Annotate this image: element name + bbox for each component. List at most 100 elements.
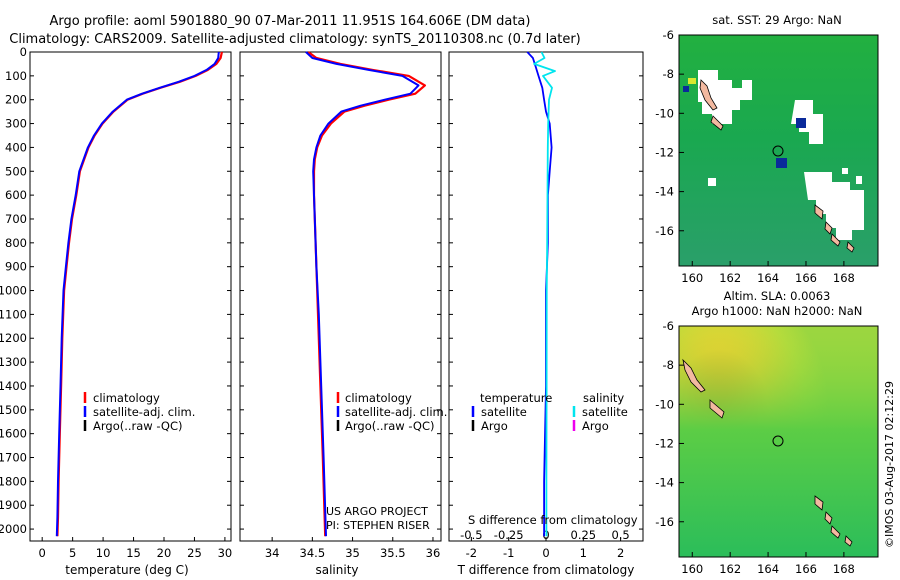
- depth-tick-label: 800: [5, 236, 27, 250]
- depth-tick-label: 1700: [0, 451, 27, 465]
- depth-tick-label: 1200: [0, 331, 27, 345]
- x-tick-label: 34.5: [300, 546, 326, 560]
- x-tick-label: 35.5: [380, 546, 406, 560]
- depth-tick-label: 1600: [0, 427, 27, 441]
- map-lon-label: 160: [681, 271, 703, 285]
- sst-cloud-patch: [791, 100, 823, 144]
- series-line-salinity-satellite: [533, 51, 556, 537]
- x-tick-label: 0: [542, 546, 549, 560]
- x-tick-label: 1: [580, 546, 587, 560]
- imos-timestamp: ©IMOS 03-Aug-2017 02:12:29: [883, 381, 896, 548]
- x-top-tick-label: 0.5: [611, 528, 629, 542]
- depth-tick-label: 2000: [0, 522, 27, 536]
- map-lon-label: 168: [833, 562, 855, 576]
- x-top-tick-label: 0.25: [571, 528, 597, 542]
- series-line-climatology: [307, 51, 426, 537]
- depth-tick-label: 100: [5, 69, 27, 83]
- map-lat-label: -6: [663, 28, 674, 42]
- legend-label: satellite-adj. clim.: [345, 405, 447, 419]
- legend-sal-title: salinity: [583, 391, 624, 405]
- series-line-satellite-adj-clim-: [55, 51, 220, 537]
- x-tick-label: 34: [265, 546, 280, 560]
- sla-map-title2: Argo h1000: NaN h2000: NaN: [692, 304, 863, 318]
- sla-map-low: [679, 326, 878, 557]
- island-shape: [844, 535, 853, 547]
- map-lon-label: 162: [719, 562, 741, 576]
- sla-map-title1: Altim. SLA: 0.0063: [724, 289, 831, 303]
- sst-map-title: sat. SST: 29 Argo: NaN: [712, 13, 842, 27]
- x-tick-label: 36: [426, 546, 441, 560]
- legend-label: satellite-adj. clim.: [93, 405, 195, 419]
- legend-label: Argo: [582, 419, 609, 433]
- depth-tick-label: 600: [5, 188, 27, 202]
- salinity-plot-frame: [239, 51, 442, 542]
- map-lat-label: -6: [663, 319, 674, 333]
- x-tick-label: 2: [617, 546, 624, 560]
- depth-tick-label: 300: [5, 117, 27, 131]
- map-lon-label: 164: [757, 271, 779, 285]
- map-lon-label: 162: [719, 271, 741, 285]
- x-tick-label: 0: [39, 546, 46, 560]
- depth-tick-label: 1300: [0, 355, 27, 369]
- sst-map: [678, 34, 879, 267]
- island-shape: [710, 115, 724, 131]
- map-lat-label: -12: [655, 436, 674, 450]
- x-tick-label: 15: [126, 546, 141, 560]
- map-lat-label: -14: [655, 476, 674, 490]
- depth-tick-label: 0: [20, 45, 27, 59]
- x-tick-label: 35: [345, 546, 360, 560]
- sst-cloud-patch: [708, 178, 716, 186]
- sst-map-axes: -6 -8 -10 -12 -14 -16 160 162 164 166 168: [655, 28, 855, 285]
- legend-label: Argo(..raw -QC): [345, 419, 435, 433]
- temperature-x-axis: 0 5 10 15 20 25 30: [39, 537, 232, 560]
- island-shape: [814, 495, 824, 511]
- legend-temp-title: temperature: [480, 391, 552, 405]
- series-line-climatology: [56, 51, 223, 537]
- depth-tick-label: 700: [5, 212, 27, 226]
- depth-tick-label: 500: [5, 164, 27, 178]
- depth-tick-label: 1000: [0, 284, 27, 298]
- island-shape: [846, 241, 855, 253]
- difference-x-label: T difference from climatology: [457, 563, 635, 577]
- sst-pixel-cold: [796, 118, 806, 128]
- legend-label: satellite: [582, 405, 628, 419]
- x-tick-label: -1: [503, 546, 514, 560]
- salinity-x-label: salinity: [315, 563, 358, 577]
- map-lat-label: -12: [655, 145, 674, 159]
- legend-label: Argo(..raw -QC): [93, 419, 183, 433]
- depth-tick-label: 900: [5, 260, 27, 274]
- sla-map-frame: [678, 325, 879, 558]
- depth-tick-label: 1800: [0, 474, 27, 488]
- depth-axis: 0 100 200 300 400 500 600 700 800 900 1000 1100 1200…: [0, 45, 643, 536]
- depth-tick-label: 1900: [0, 498, 27, 512]
- sst-cloud-patch: [804, 172, 864, 240]
- map-lon-label: 166: [795, 562, 817, 576]
- island-shape: [699, 79, 718, 111]
- argo-location-marker: [772, 435, 784, 447]
- x-tick-label: -2: [466, 546, 477, 560]
- sla-map: [678, 325, 879, 558]
- sst-pixel-warm: [688, 78, 696, 84]
- island-shape: [824, 221, 833, 235]
- sst-pixel-cold: [776, 158, 787, 168]
- difference-series: [526, 51, 556, 537]
- x-tick-label: 25: [187, 546, 202, 560]
- x-tick-label: 20: [157, 546, 172, 560]
- map-lat-label: -16: [655, 515, 674, 529]
- island-shape: [709, 399, 725, 419]
- map-lat-label: -14: [655, 185, 674, 199]
- island-shape: [830, 525, 841, 539]
- depth-tick-label: 400: [5, 140, 27, 154]
- salinity-legend: climatology satellite-adj. clim. Argo(..…: [326, 391, 447, 532]
- island-shape: [814, 204, 824, 220]
- map-lat-label: -16: [655, 224, 674, 238]
- salinity-series: [305, 51, 426, 537]
- sst-cloud-patch: [842, 168, 862, 184]
- map-lat-label: -8: [663, 67, 674, 81]
- island-shape: [830, 233, 841, 247]
- difference-top-label: S difference from climatology: [468, 513, 638, 527]
- figure-title-line2: Climatology: CARS2009. Satellite-adjuste…: [9, 32, 581, 47]
- island-shape: [682, 358, 706, 393]
- sst-map-frame: [678, 34, 879, 267]
